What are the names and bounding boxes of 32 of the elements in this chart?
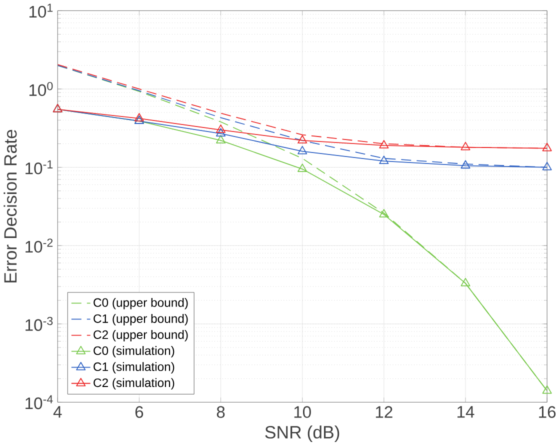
point xyxy=(379,140,389,149)
y-tick-label: 10$^{-1}$ xyxy=(26,160,53,174)
x-tick-label: 16 xyxy=(539,406,556,418)
legend-label: C2 (upper bound) xyxy=(94,330,188,342)
point xyxy=(298,164,308,172)
y-tick-label: 10$^{-3}$ xyxy=(26,317,53,332)
x-tick-label: 14 xyxy=(458,406,474,418)
x-tick-label: 12 xyxy=(376,406,392,418)
legend-label: C2 (simulation) xyxy=(94,378,174,390)
point xyxy=(298,135,308,144)
y-tick-label: 10$^{-2}$ xyxy=(26,238,53,253)
x-axis-title: SNR (dB) xyxy=(265,426,340,442)
x-tick-label: 8 xyxy=(216,406,225,418)
point xyxy=(216,135,226,144)
legend-label: C0 (simulation) xyxy=(94,346,174,358)
point xyxy=(379,156,389,164)
legend-label: C0 (upper bound) xyxy=(94,298,188,310)
point xyxy=(460,160,470,169)
point xyxy=(134,113,144,122)
point xyxy=(216,128,226,137)
point xyxy=(298,146,308,154)
y-tick-label: 10$^{1}$ xyxy=(29,4,53,18)
y-tick-label: 10$^{-4}$ xyxy=(26,395,53,410)
point xyxy=(379,209,389,218)
y-tick-label: 10$^{0}$ xyxy=(29,82,53,96)
y-axis-title: Error Decision Rate xyxy=(4,130,17,282)
x-tick-label: 4 xyxy=(53,406,62,418)
x-tick-label: 10 xyxy=(294,406,311,418)
point xyxy=(216,124,226,134)
legend-label: C1 (upper bound) xyxy=(94,314,188,326)
legend-label: C1 (simulation) xyxy=(94,362,174,374)
x-tick-label: 6 xyxy=(135,406,144,418)
